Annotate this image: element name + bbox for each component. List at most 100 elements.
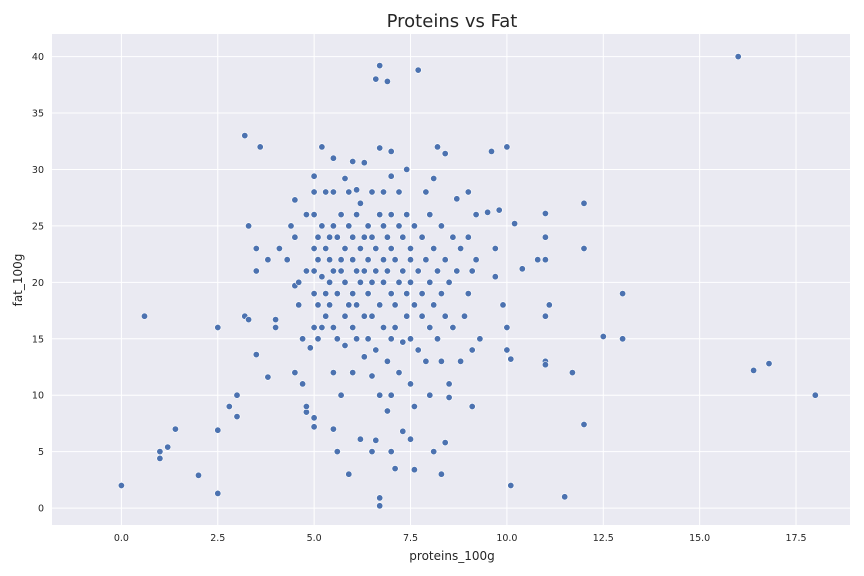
data-point [495, 206, 503, 214]
data-point [399, 233, 407, 241]
data-point [329, 188, 337, 196]
data-point [376, 144, 384, 152]
data-point [468, 346, 476, 354]
data-point [811, 391, 819, 399]
data-point [117, 481, 125, 489]
data-point [383, 407, 391, 415]
data-point [437, 357, 445, 365]
data-point [383, 357, 391, 365]
data-point [356, 199, 364, 207]
data-point [426, 391, 434, 399]
data-point [426, 211, 434, 219]
data-point [252, 351, 260, 359]
data-point [430, 301, 438, 309]
data-point [326, 278, 334, 286]
data-point [349, 369, 357, 377]
data-point [376, 211, 384, 219]
y-tick-label: 35 [32, 109, 44, 120]
data-point [345, 222, 353, 230]
data-point [545, 301, 553, 309]
data-point [511, 220, 519, 228]
data-point [337, 211, 345, 219]
data-point [464, 290, 472, 298]
data-point [333, 448, 341, 456]
data-point [337, 391, 345, 399]
data-point [368, 312, 376, 320]
data-point [353, 301, 361, 309]
data-point [302, 267, 310, 275]
data-point [245, 316, 253, 324]
data-point [372, 75, 380, 83]
data-point [310, 211, 318, 219]
data-point [457, 357, 465, 365]
data-point [349, 158, 357, 166]
x-tick-labels: 0.0 2.5 5.0 7.5 10.0 12.5 15.0 17.5 [114, 533, 807, 544]
data-point [372, 267, 380, 275]
data-point [453, 267, 461, 275]
data-point [376, 494, 384, 502]
data-point [414, 346, 422, 354]
data-point [310, 267, 318, 275]
data-point [395, 188, 403, 196]
y-tick-label: 40 [32, 52, 44, 63]
data-point [403, 290, 411, 298]
data-point [387, 290, 395, 298]
y-tick-label: 0 [38, 504, 44, 515]
data-point [345, 470, 353, 478]
data-point [541, 210, 549, 218]
data-point [379, 278, 387, 286]
data-point [341, 245, 349, 253]
y-tick-label: 15 [32, 334, 44, 345]
data-point [333, 335, 341, 343]
data-point [426, 278, 434, 286]
data-point [272, 323, 280, 331]
data-point [356, 245, 364, 253]
data-point [457, 245, 465, 253]
data-point [225, 402, 233, 410]
data-point [364, 335, 372, 343]
data-point [310, 423, 318, 431]
data-point [453, 195, 461, 203]
data-point [387, 211, 395, 219]
data-point [318, 143, 326, 151]
data-point [491, 245, 499, 253]
y-tick-label: 10 [32, 391, 44, 402]
data-point [406, 435, 414, 443]
data-point [507, 481, 515, 489]
data-point [445, 278, 453, 286]
data-point [395, 369, 403, 377]
data-point [422, 357, 430, 365]
data-point [364, 290, 372, 298]
data-point [395, 222, 403, 230]
data-point [379, 188, 387, 196]
data-point [275, 245, 283, 253]
y-tick-label: 5 [38, 447, 44, 458]
data-points [117, 53, 819, 510]
data-point [272, 316, 280, 324]
data-point [264, 373, 272, 381]
data-point [387, 391, 395, 399]
data-point [414, 66, 422, 74]
data-point [326, 256, 334, 264]
data-point [329, 369, 337, 377]
data-point [353, 335, 361, 343]
data-point [460, 312, 468, 320]
data-point [541, 233, 549, 241]
data-point [430, 245, 438, 253]
data-point [322, 188, 330, 196]
data-point [299, 335, 307, 343]
data-point [503, 143, 511, 151]
data-point [422, 188, 430, 196]
data-point [376, 301, 384, 309]
data-point [410, 222, 418, 230]
data-point [364, 256, 372, 264]
data-point [568, 369, 576, 377]
data-point [283, 256, 291, 264]
data-point [503, 323, 511, 331]
data-point [403, 165, 411, 173]
data-point [734, 53, 742, 61]
x-tick-label: 12.5 [593, 533, 614, 544]
data-point [291, 233, 299, 241]
data-point [310, 172, 318, 180]
data-point [353, 267, 361, 275]
